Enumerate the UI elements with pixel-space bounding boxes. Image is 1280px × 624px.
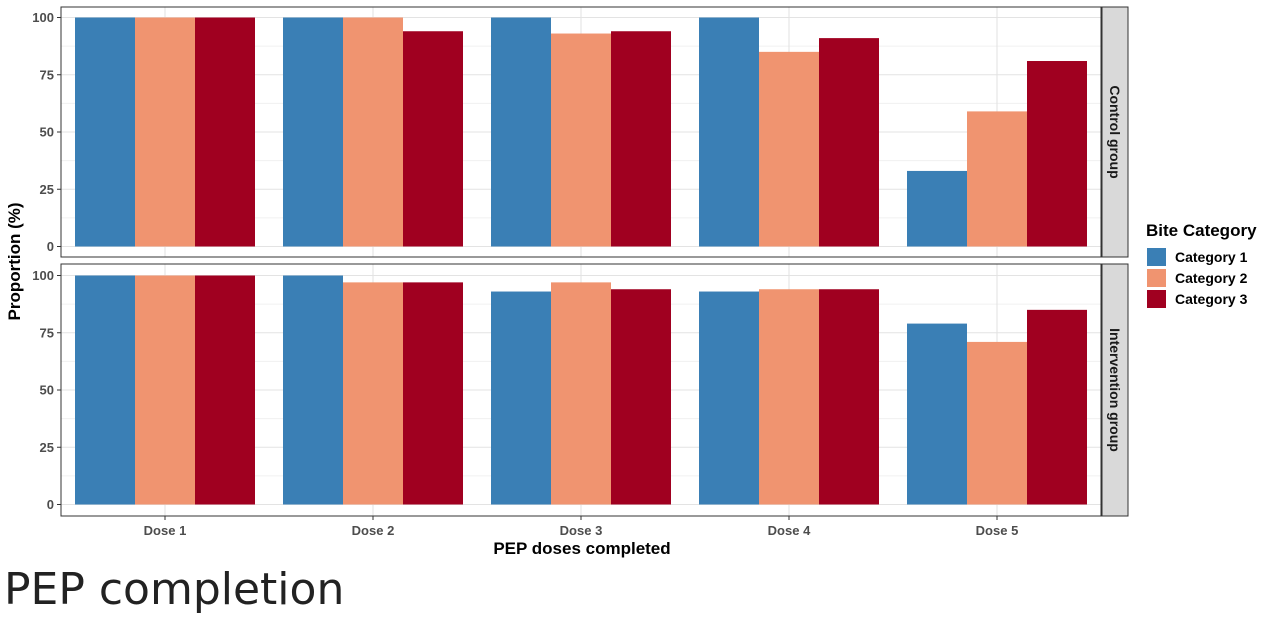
bar-category-3-dose-1 — [195, 275, 255, 505]
x-tick-label: Dose 3 — [560, 523, 603, 538]
bar-category-2-dose-3 — [551, 33, 611, 247]
facet-strip-label: Intervention group — [1107, 328, 1123, 452]
legend-key-category-2 — [1147, 269, 1166, 287]
bar-category-1-dose-3 — [491, 291, 551, 505]
legend-label: Category 3 — [1175, 291, 1248, 307]
y-tick-label: 75 — [40, 67, 54, 82]
y-tick-label: 25 — [40, 440, 54, 455]
bar-category-1-dose-4 — [699, 291, 759, 505]
y-tick-label: 100 — [32, 10, 54, 25]
bar-category-1-dose-1 — [75, 275, 135, 505]
x-tick-label: Dose 4 — [768, 523, 811, 538]
bar-category-2-dose-4 — [759, 51, 819, 247]
bar-category-1-dose-1 — [75, 17, 135, 247]
bar-category-3-dose-4 — [819, 289, 879, 505]
legend-key-category-1 — [1147, 248, 1166, 266]
y-tick-label: 25 — [40, 182, 54, 197]
y-tick-label: 50 — [40, 125, 54, 140]
bar-category-1-dose-3 — [491, 17, 551, 247]
x-tick-label: Dose 2 — [352, 523, 395, 538]
y-axis-title: Proportion (%) — [5, 202, 24, 320]
y-tick-label: 75 — [40, 325, 54, 340]
bar-category-3-dose-2 — [403, 282, 463, 505]
legend-title: Bite Category — [1146, 221, 1257, 240]
y-tick-label: 0 — [47, 497, 54, 512]
y-tick-label: 50 — [40, 383, 54, 398]
legend-label: Category 2 — [1175, 270, 1248, 286]
bar-category-1-dose-5 — [907, 323, 967, 505]
x-tick-label: Dose 1 — [144, 523, 187, 538]
bar-category-2-dose-2 — [343, 282, 403, 505]
bar-category-3-dose-3 — [611, 289, 671, 505]
figure-caption: PEP completion — [4, 564, 345, 615]
bar-category-1-dose-5 — [907, 170, 967, 247]
facet-strip — [1101, 6, 1129, 258]
bar-category-1-dose-2 — [283, 17, 343, 247]
legend-key-category-3 — [1147, 290, 1166, 308]
bar-category-2-dose-1 — [135, 17, 195, 247]
bar-category-3-dose-2 — [403, 31, 463, 247]
y-tick-label: 0 — [47, 239, 54, 254]
facet-strip — [1101, 263, 1129, 517]
bar-category-2-dose-5 — [967, 341, 1027, 505]
bar-category-3-dose-5 — [1027, 61, 1087, 247]
bar-chart: 0 25 50 75 100 Control group 0 25 50 75 100 Interve… — [5, 6, 1257, 558]
x-axis-title: PEP doses completed — [493, 539, 670, 558]
x-tick-label: Dose 5 — [976, 523, 1019, 538]
facet-strip-label: Control group — [1107, 85, 1123, 178]
bar-category-2-dose-2 — [343, 17, 403, 247]
bar-category-1-dose-2 — [283, 275, 343, 505]
bar-category-3-dose-4 — [819, 38, 879, 247]
bar-category-3-dose-5 — [1027, 309, 1087, 505]
bar-category-1-dose-4 — [699, 17, 759, 247]
bar-category-2-dose-5 — [967, 111, 1027, 247]
bar-category-2-dose-3 — [551, 282, 611, 505]
bar-category-3-dose-1 — [195, 17, 255, 247]
y-tick-label: 100 — [32, 268, 54, 283]
bar-category-3-dose-3 — [611, 31, 671, 247]
legend-label: Category 1 — [1175, 249, 1248, 265]
bar-category-2-dose-1 — [135, 275, 195, 505]
bar-category-2-dose-4 — [759, 289, 819, 505]
